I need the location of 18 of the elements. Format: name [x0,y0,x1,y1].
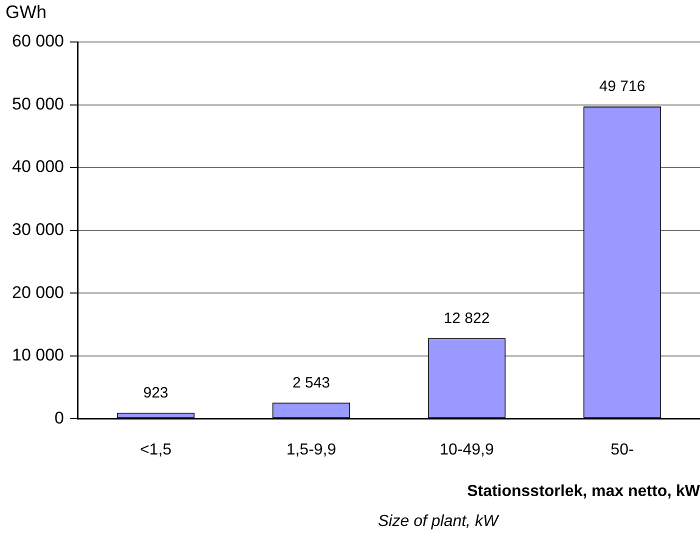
data-label: 2 543 [292,374,330,392]
x-axis-title: Stationsstorlek, max netto, kW [467,482,700,500]
y-tick-label: 60 000 [12,32,64,51]
data-label: 923 [143,384,168,402]
x-tick-label: 1,5-9,9 [286,442,336,459]
data-label: 12 822 [444,310,490,327]
y-tick-label: 20 000 [12,282,64,302]
x-tick-label: 50- [610,442,634,459]
y-tick-label: 40 000 [12,157,64,176]
y-axis-title: GWh [5,2,47,22]
text: Size of plant, kW [378,513,500,530]
x-tick-label: 10-49,9 [440,442,494,459]
y-tick-label: 50 000 [12,94,64,114]
y-tick-label: 30 000 [12,220,64,239]
y-tick-label: 0 [54,408,64,428]
x-tick-label: <1,5 [140,442,172,459]
y-tick-label: 10 000 [12,346,64,365]
data-label: 49 716 [599,78,646,96]
